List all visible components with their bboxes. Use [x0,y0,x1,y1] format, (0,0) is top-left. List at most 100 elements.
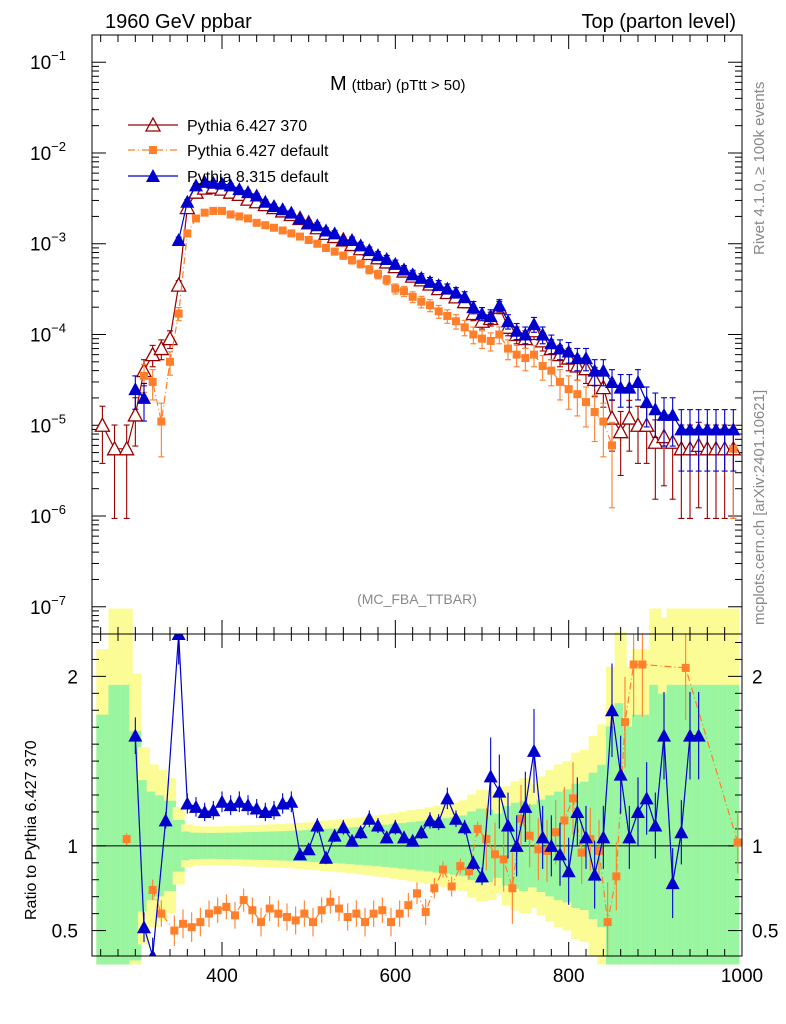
legend-marker-pythia6-default [149,146,157,154]
data-point [319,223,333,237]
data-point [391,284,400,293]
ratio-point [456,862,465,871]
ytick-exp: −6 [51,502,66,517]
main-series-group [94,174,742,519]
legend-label-pythia6-default: Pythia 6.427 default [187,143,329,160]
data-point [153,340,170,356]
ratio-point [317,906,326,915]
ratio-point [335,904,343,913]
ratio-point [475,869,489,883]
ratio-point [293,847,307,861]
data-point [556,377,564,386]
xtick-label: 1000 [721,966,763,987]
ratio-point [544,838,559,852]
ratio-point [187,923,196,932]
ratio-point [648,818,663,832]
ytick-base: 10 [30,507,51,528]
data-point [408,292,417,301]
header-energy: 1960 GeV ppbar [105,11,252,33]
ratio-point [284,794,299,808]
ratio-point [508,884,517,893]
data-point [388,256,403,270]
data-point [599,417,608,426]
ratio-point [309,918,317,927]
ratio-point [310,818,325,832]
data-point [232,182,247,196]
ratio-point [395,909,404,918]
main-ytick-label: 10−4 [30,321,66,347]
data-point [287,229,296,238]
data-point [322,243,330,252]
data-point [648,402,663,416]
ratio-point [657,728,671,742]
ratio-point [492,784,507,798]
data-point [270,223,278,232]
series-line [143,210,613,446]
data-point [353,238,368,252]
ratio-point [665,876,680,890]
ratio-point [473,824,482,833]
ratio-point [613,767,628,781]
ratio-point [239,896,248,905]
ratio-point [387,918,395,927]
ratio-point [553,847,567,861]
data-point [621,409,638,425]
ratio-point [137,920,151,934]
ratio-point [577,848,586,857]
legend-marker-pythia6-370 [144,116,162,132]
data-point [423,274,437,288]
ratio-point [148,949,157,956]
ratio-point [612,872,621,881]
data-point [118,440,135,456]
ytick-exp: −3 [51,230,66,245]
data-point [544,336,559,350]
ratio-point [534,845,543,854]
data-point [106,440,123,456]
ratio-point [621,718,629,727]
data-point [382,275,391,284]
data-point [356,259,365,268]
xtick-label: 600 [379,966,411,987]
ytick-exp: −5 [51,411,66,426]
ratio-point [362,811,377,825]
band-mask [0,0,786,634]
ratio-point [388,820,403,834]
data-point [538,361,547,370]
data-point [261,221,270,230]
ytick-exp: −7 [51,593,66,608]
ratio-point [231,911,239,920]
ratio-ytick-label: 1 [67,837,78,858]
data-point [235,212,244,221]
ratio-point [465,867,473,876]
data-point [475,306,489,320]
data-point [449,285,463,299]
data-point [434,307,443,316]
ratio-point [128,728,143,742]
data-point [726,422,741,436]
data-point [192,214,200,223]
analysis-label: (MC_FBA_TTBAR) [357,591,477,607]
data-point [483,308,498,322]
data-point [296,232,304,241]
ratio-point [319,850,333,864]
ratio-point [509,838,524,852]
data-point [579,351,593,365]
data-point [426,301,434,310]
ratio-point [596,830,611,844]
ratio-point [440,791,455,805]
ratio-point [518,799,533,813]
data-point [509,323,524,337]
ytick-exp: −4 [51,321,66,336]
ratio-point [157,909,166,918]
data-point [371,248,385,262]
ratio-point [300,909,309,918]
ratio-point [439,865,447,874]
ratio-point [179,919,187,928]
data-point [530,350,538,359]
ratio-point [232,794,247,808]
data-point [631,374,645,388]
series-2 [128,174,741,472]
data-point [518,327,533,341]
ratio-point [603,918,612,927]
plot-title-sub: (ttbar) (pTtt > 50) [352,77,466,94]
